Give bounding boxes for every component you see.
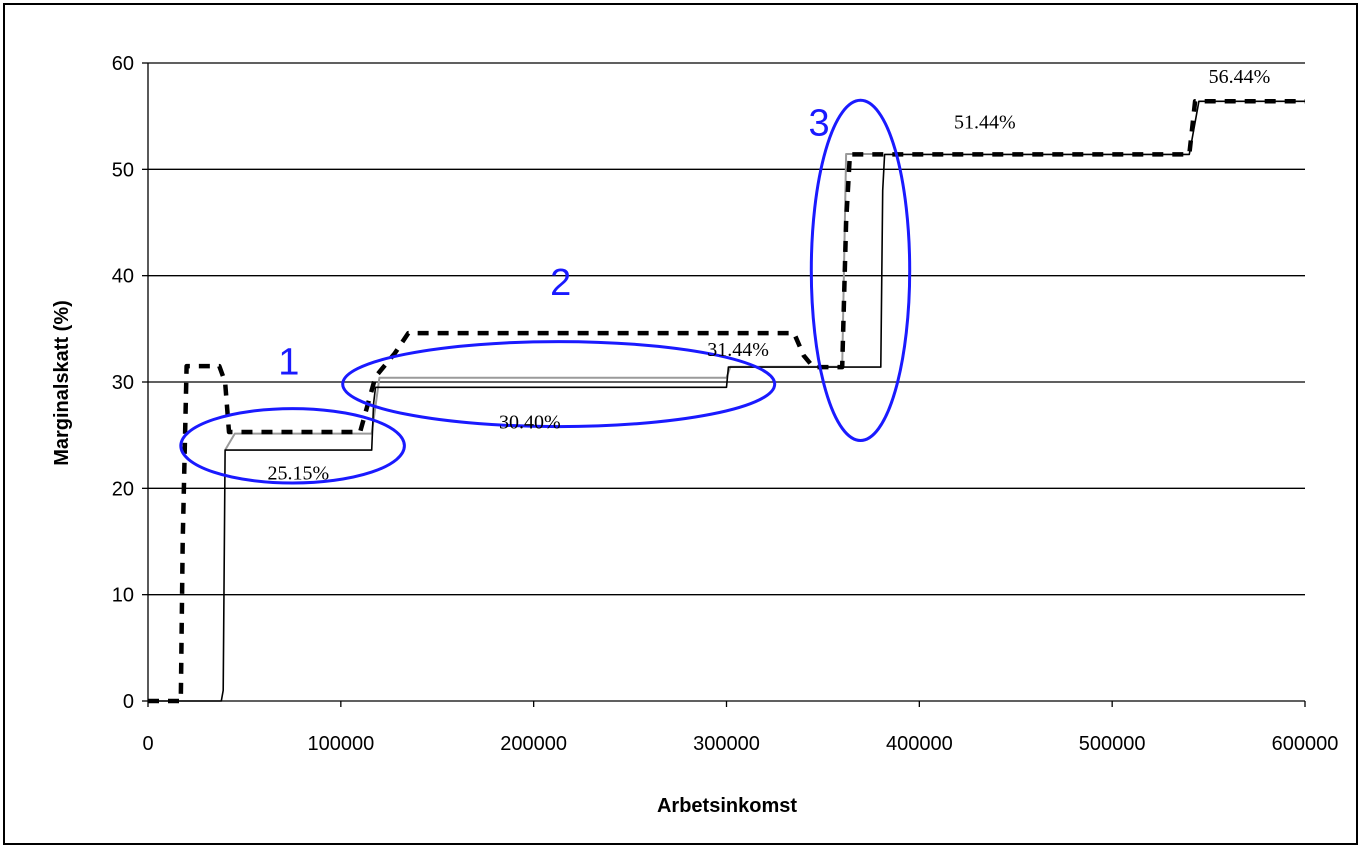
rate-label: 25.15% bbox=[268, 462, 330, 484]
zone-ellipse-3 bbox=[809, 98, 912, 442]
zone-label-1: 1 bbox=[278, 342, 299, 384]
series-line-solid-black bbox=[148, 100, 1305, 702]
y-tick-label: 30 bbox=[112, 372, 134, 394]
x-tick-label: 300000 bbox=[693, 733, 760, 755]
grid-layer bbox=[148, 62, 1305, 596]
y-tick-label: 0 bbox=[123, 691, 134, 713]
x-tick-label: 400000 bbox=[886, 733, 953, 755]
rate-label: 51.44% bbox=[954, 111, 1016, 133]
axes-layer: 0 10 20 30 40 50 60 0 100000 200000 300000 400000 50… bbox=[112, 53, 1339, 755]
x-tick-label: 500000 bbox=[1079, 733, 1146, 755]
x-tick-label: 100000 bbox=[307, 733, 374, 755]
rate-label: 31.44% bbox=[707, 339, 769, 361]
zone-layer: 1 2 3 bbox=[179, 98, 912, 485]
series-layer bbox=[148, 99, 1305, 704]
zone-label-2: 2 bbox=[550, 262, 571, 304]
y-tick-label: 40 bbox=[112, 266, 134, 288]
y-axis-title: Marginalskatt (%) bbox=[51, 300, 73, 466]
zone-ellipse-2 bbox=[341, 340, 777, 429]
y-tick-label: 60 bbox=[112, 53, 134, 75]
label-layer: 25.15% 30.40% 31.44% 51.44% 56.44% bbox=[268, 66, 1271, 485]
zone-ellipse-1 bbox=[179, 407, 406, 485]
x-tick-label: 600000 bbox=[1272, 733, 1339, 755]
x-tick-label: 200000 bbox=[500, 733, 567, 755]
x-tick-label: 0 bbox=[142, 733, 153, 755]
series-line-dashed-black bbox=[148, 99, 1305, 704]
rate-label: 56.44% bbox=[1209, 66, 1271, 88]
y-tick-label: 50 bbox=[112, 159, 134, 181]
zone-label-3: 3 bbox=[808, 102, 829, 144]
rate-label: 30.40% bbox=[499, 411, 561, 433]
chart-frame bbox=[3, 3, 1358, 845]
x-axis-title: Arbetsinkomst bbox=[657, 795, 797, 817]
y-tick-label: 20 bbox=[112, 478, 134, 500]
y-tick-label: 10 bbox=[112, 585, 134, 607]
